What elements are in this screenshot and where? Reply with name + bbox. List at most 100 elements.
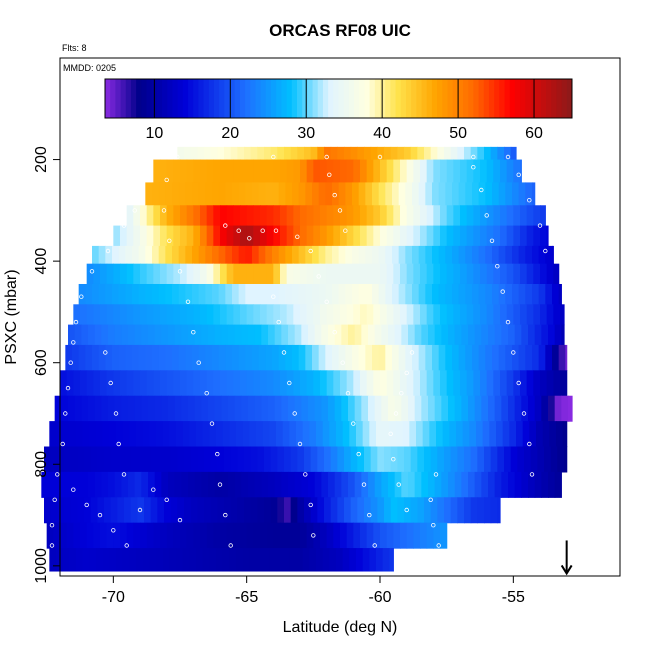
heatmap-cell: [180, 205, 188, 227]
heatmap-cell: [561, 395, 569, 422]
heatmap-cell: [544, 446, 552, 473]
heatmap-cell: [109, 421, 117, 448]
heatmap-cell: [350, 146, 358, 161]
heatmap-cell: [166, 304, 174, 326]
heatmap-cell: [118, 344, 126, 371]
heatmap-cell: [162, 421, 170, 448]
heatmap-cell: [245, 283, 253, 305]
colorbar-cell: [307, 79, 314, 118]
heatmap-cell: [380, 205, 388, 227]
heatmap-cell: [298, 344, 306, 371]
heatmap-cell: [305, 283, 313, 305]
heatmap-cell: [452, 245, 460, 265]
heatmap-cell: [458, 182, 466, 206]
track-point: [404, 507, 409, 513]
track-point: [209, 421, 215, 426]
heatmap-cell: [96, 548, 104, 572]
heatmap-cell: [134, 324, 142, 346]
heatmap-cell: [394, 324, 402, 346]
heatmap-cell: [252, 245, 260, 265]
heatmap-cell: [105, 283, 113, 305]
heatmap-cell: [86, 522, 94, 549]
heatmap-cell: [361, 471, 369, 498]
heatmap-cell: [64, 497, 72, 524]
heatmap-cell: [258, 245, 266, 265]
heatmap-cell: [77, 497, 85, 524]
heatmap-cell: [225, 182, 233, 206]
heatmap-cell: [256, 421, 264, 448]
heatmap-cell: [181, 395, 189, 422]
heatmap-cell: [498, 344, 506, 371]
heatmap-cell: [200, 159, 208, 184]
heatmap-cell: [393, 370, 401, 397]
heatmap-cell: [389, 421, 397, 448]
colorbar-cell: [499, 79, 506, 118]
heatmap-cell: [126, 370, 134, 397]
heatmap-cell: [364, 497, 372, 524]
heatmap-cell: [354, 324, 362, 346]
heatmap-cell: [526, 205, 534, 227]
heatmap-cell: [460, 304, 468, 326]
heatmap-cell: [44, 497, 52, 524]
heatmap-cell: [266, 159, 274, 184]
heatmap-cell: [542, 421, 550, 448]
heatmap-cell: [278, 245, 286, 265]
heatmap-cell: [149, 421, 157, 448]
heatmap-cell: [273, 205, 281, 227]
track-point: [484, 213, 489, 218]
heatmap-cell: [380, 304, 388, 326]
colorbar-cell: [265, 79, 272, 118]
heatmap-cell: [518, 344, 526, 371]
colorbar: 10 20 30 40 50 60: [104, 78, 573, 142]
colorbar-cell: [359, 79, 365, 118]
heatmap-cell: [124, 446, 132, 473]
heatmap-cell: [344, 446, 352, 473]
heatmap-cell: [200, 225, 208, 247]
heatmap-cell: [445, 245, 453, 265]
heatmap-cell: [198, 182, 206, 206]
track-point: [303, 472, 308, 477]
track-point: [65, 385, 71, 391]
heatmap-cell: [260, 225, 268, 247]
track-point: [543, 248, 548, 254]
heatmap-cell: [165, 245, 173, 265]
heatmap-cell: [426, 263, 434, 285]
heatmap-cell: [373, 522, 381, 549]
track-point: [471, 164, 476, 170]
track-point: [97, 512, 103, 518]
heatmap-cell: [140, 522, 148, 549]
heatmap-cell: [401, 471, 409, 498]
heatmap-cell: [436, 421, 444, 448]
heatmap-cell: [518, 245, 526, 265]
x-tick-label: -70: [102, 589, 125, 606]
heatmap-cell: [438, 283, 446, 305]
heatmap-cell: [178, 283, 186, 305]
colorbar-cell: [437, 79, 443, 118]
heatmap-cell: [246, 225, 254, 247]
heatmap-cell: [548, 471, 556, 498]
track-point: [167, 238, 172, 243]
heatmap-cell: [148, 471, 156, 498]
heatmap-cell: [293, 370, 301, 397]
heatmap-cell: [325, 344, 333, 371]
heatmap-cell: [164, 446, 172, 473]
heatmap-cell: [298, 283, 306, 305]
heatmap-cell: [145, 245, 153, 265]
heatmap-cell: [286, 522, 294, 549]
heatmap-cell: [100, 522, 108, 549]
heatmap-cell: [533, 205, 541, 227]
heatmap-cell: [85, 344, 93, 371]
heatmap-cell: [433, 370, 441, 397]
heatmap-cell: [460, 159, 468, 184]
track-point: [500, 289, 505, 294]
heatmap-cell: [532, 283, 540, 305]
heatmap-cell: [421, 395, 429, 422]
heatmap-cell: [198, 245, 206, 265]
track-point: [124, 543, 129, 548]
heatmap-cell: [193, 159, 201, 184]
heatmap-cell: [512, 283, 520, 305]
heatmap-cell: [413, 225, 421, 247]
heatmap-cell: [153, 205, 161, 227]
heatmap-cell: [213, 263, 221, 285]
